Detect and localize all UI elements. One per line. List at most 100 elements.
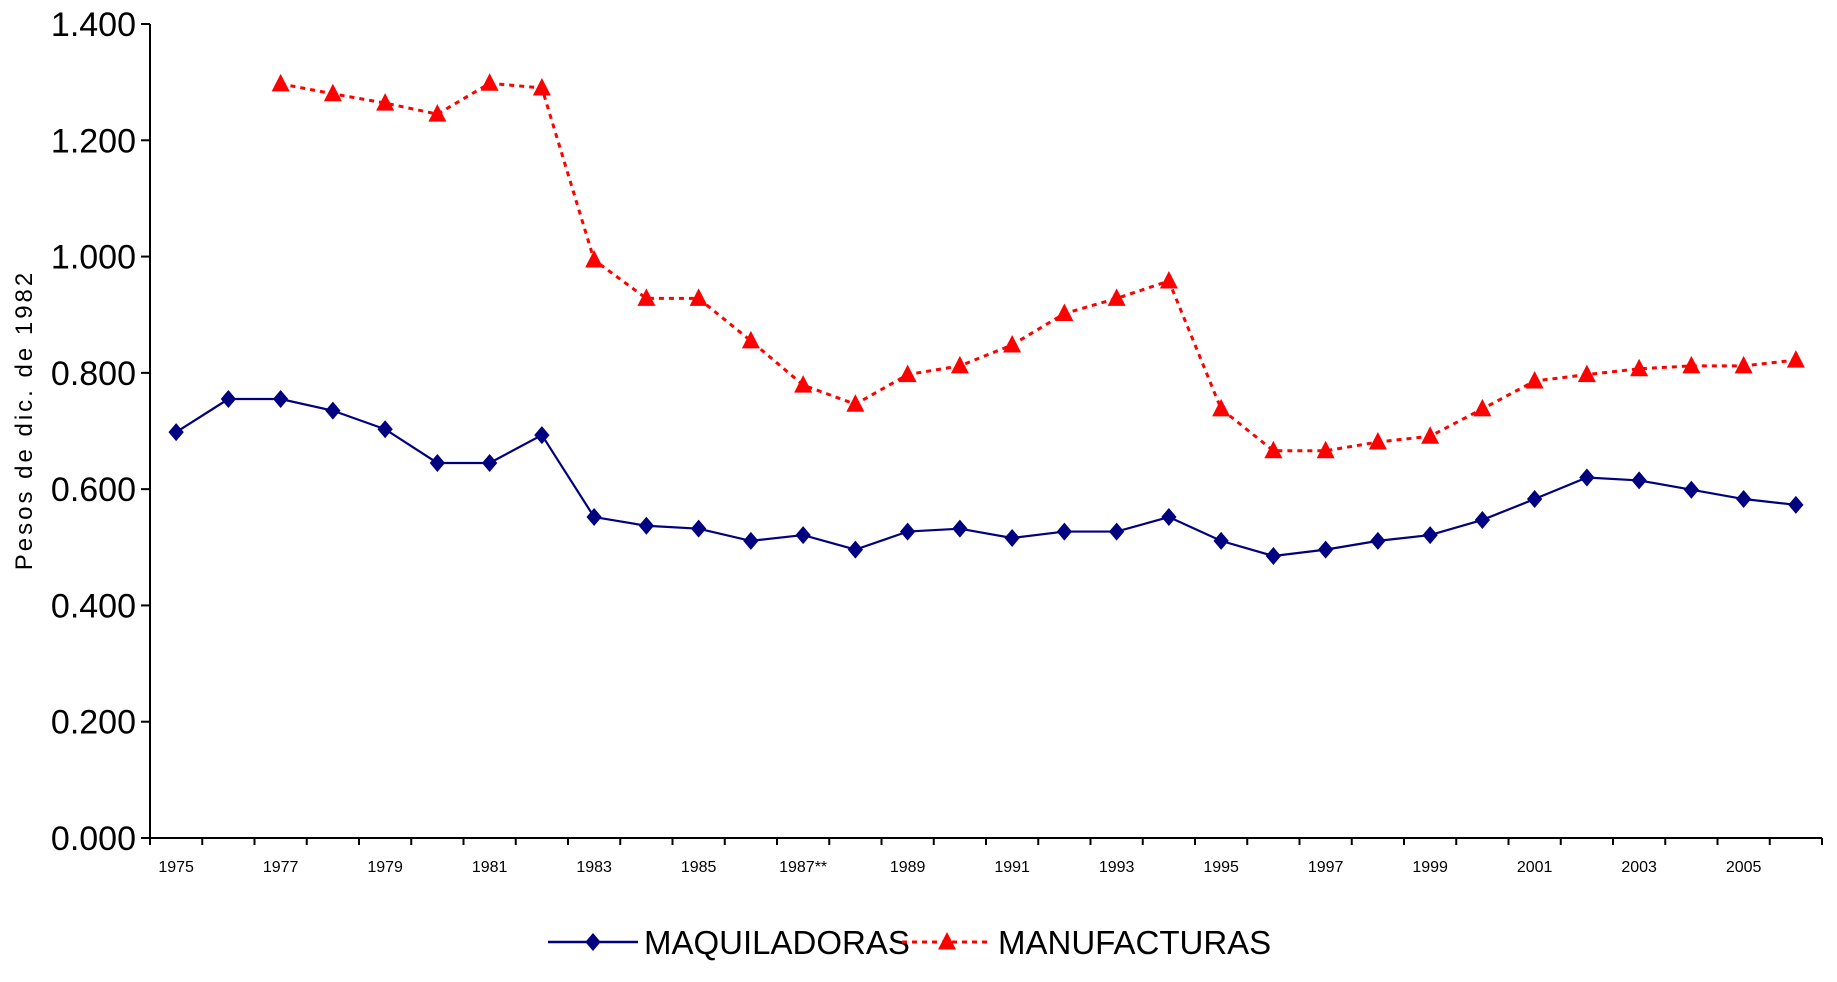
series-layer <box>168 73 1805 566</box>
x-tick-label: 1987** <box>779 859 827 876</box>
data-point-triangle <box>1682 355 1701 374</box>
y-tick-label: 1.000 <box>51 239 136 277</box>
data-point-diamond <box>377 420 393 439</box>
legend-label: MANUFACTURAS <box>998 924 1271 961</box>
y-axis-title: Pesos de dic. de 1982 <box>11 270 38 571</box>
data-point-diamond <box>325 401 341 420</box>
data-point-diamond <box>1579 468 1595 487</box>
x-tick-label: 1975 <box>158 859 194 876</box>
data-point-triangle <box>1473 398 1492 417</box>
data-point-diamond <box>1735 490 1752 509</box>
data-point-triangle <box>846 394 865 412</box>
data-point-diamond <box>1631 471 1647 490</box>
data-point-triangle <box>480 73 499 91</box>
x-tick-label: 1989 <box>890 859 926 876</box>
data-point-diamond <box>795 526 811 545</box>
data-point-diamond <box>1317 540 1334 559</box>
y-tick-label: 0.600 <box>51 471 136 509</box>
data-point-triangle <box>1577 364 1596 383</box>
x-tick-label: 1997 <box>1308 859 1344 876</box>
series-line <box>175 397 1796 558</box>
data-point-triangle <box>532 77 551 96</box>
x-tick-label: 1995 <box>1203 859 1239 876</box>
series-maquiladoras <box>168 390 1804 566</box>
legend-label: MAQUILADORAS <box>644 924 910 961</box>
data-point-diamond <box>272 390 289 409</box>
data-point-diamond <box>220 390 237 409</box>
x-tick-label: 1999 <box>1412 859 1448 876</box>
y-tick-label: 0.800 <box>51 355 136 393</box>
data-point-triangle <box>428 104 447 122</box>
data-point-diamond <box>1683 480 1700 499</box>
data-point-diamond <box>481 453 498 472</box>
legend-marker-diamond <box>585 933 601 951</box>
y-tick-label: 0.400 <box>51 587 136 625</box>
data-point-triangle <box>1316 440 1335 459</box>
data-point-diamond <box>1265 547 1282 566</box>
x-tick-label: 1991 <box>994 859 1030 876</box>
data-point-triangle <box>637 288 656 306</box>
data-point-triangle <box>1368 432 1387 450</box>
data-point-diamond <box>429 453 446 472</box>
data-point-triangle <box>585 250 604 268</box>
data-point-triangle <box>1212 398 1231 417</box>
data-point-diamond <box>1422 526 1438 545</box>
data-point-diamond <box>1526 490 1543 509</box>
data-point-triangle <box>950 355 969 374</box>
x-tick-label: 1981 <box>472 859 508 876</box>
legend-marker-triangle <box>938 932 956 950</box>
x-tick-label: 2001 <box>1517 859 1553 876</box>
data-point-triangle <box>323 83 342 102</box>
series-manufacturas <box>271 73 1805 459</box>
y-tick-label: 0.200 <box>51 704 136 742</box>
data-point-triangle <box>1159 270 1178 289</box>
data-point-diamond <box>1213 531 1229 550</box>
x-tick-label: 1983 <box>576 859 612 876</box>
y-tick-label: 1.400 <box>51 6 136 44</box>
x-tick-label: 1985 <box>681 859 717 876</box>
series-line <box>280 81 1797 453</box>
data-point-triangle <box>1421 426 1440 444</box>
data-point-diamond <box>534 426 550 445</box>
data-point-triangle <box>1264 440 1283 459</box>
data-point-diamond <box>1370 531 1386 550</box>
data-point-triangle <box>1055 303 1074 322</box>
data-point-diamond <box>1108 522 1125 541</box>
data-point-diamond <box>1474 510 1491 529</box>
data-point-diamond <box>586 508 602 527</box>
data-point-triangle <box>794 375 813 393</box>
data-point-triangle <box>1003 334 1022 353</box>
data-point-diamond <box>168 423 184 442</box>
data-point-diamond <box>1161 508 1177 527</box>
x-tick-label: 2005 <box>1726 859 1762 876</box>
data-point-diamond <box>899 522 916 541</box>
legend-item-maquiladoras: MAQUILADORAS <box>548 924 910 961</box>
data-point-triangle <box>1786 350 1805 368</box>
data-point-diamond <box>1788 495 1804 514</box>
data-point-diamond <box>743 531 759 550</box>
data-point-diamond <box>847 540 864 559</box>
data-point-triangle <box>271 73 290 92</box>
data-point-triangle <box>1525 370 1544 389</box>
data-point-triangle <box>1107 288 1126 306</box>
x-tick-label: 1977 <box>263 859 299 876</box>
x-axis-ticks: 1975 1977 1979 1981 1983 1985 1987** 1989 1991 19… <box>149 838 1823 876</box>
y-tick-label: 0.000 <box>51 820 136 858</box>
x-tick-label: 1979 <box>367 859 403 876</box>
data-point-triangle <box>689 288 708 306</box>
data-point-diamond <box>690 519 707 538</box>
legend-item-manufacturas: MANUFACTURAS <box>902 924 1271 961</box>
legend: MAQUILADORAS MANUFACTURAS <box>548 924 1271 961</box>
data-point-diamond <box>1056 522 1073 541</box>
data-point-diamond <box>1004 528 1020 547</box>
data-point-diamond <box>638 516 655 535</box>
y-axis-ticks: 0.000 0.200 0.400 0.600 0.800 1.000 1.200 1.400 <box>51 6 150 858</box>
x-tick-label: 2003 <box>1621 859 1657 876</box>
data-point-diamond <box>952 519 968 538</box>
x-tick-label: 1993 <box>1099 859 1135 876</box>
data-point-triangle <box>1630 358 1649 377</box>
data-point-triangle <box>1734 355 1753 374</box>
data-point-triangle <box>741 330 760 349</box>
